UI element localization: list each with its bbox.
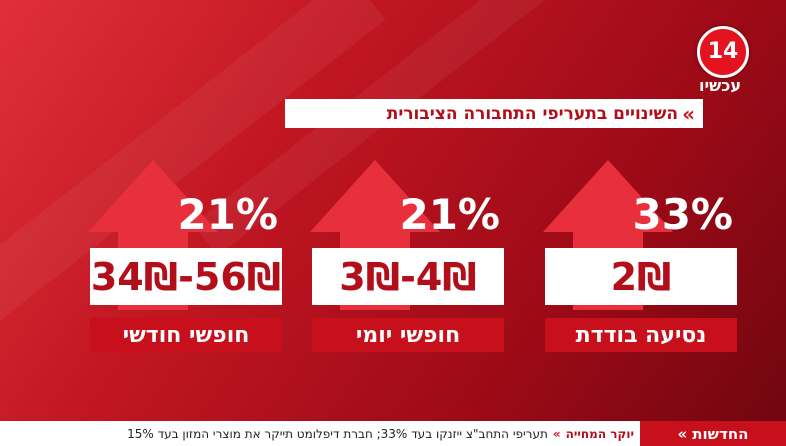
price: 2₪ [545,248,737,305]
price: 3₪-4₪ [312,248,504,305]
price: 34₪-56₪ [90,248,282,305]
title-box: » השינויים בתעריפי התחבורה הציבורית [285,99,703,128]
fare-card: 33% 2₪ נסיעה בודדת [543,160,737,355]
channel-name: החדשות [692,424,749,443]
ticker-topic: יוקר המחייה [565,426,634,441]
chevron-icon: » [677,424,688,443]
channel-box: החדשות » [640,421,786,446]
ticker-text: תעריפי התחב"צ ייזנקו בעד 33%; חברת דיפלו… [127,426,548,441]
fare-card: 21% 3₪-4₪ חופשי יומי [310,160,504,355]
chevron-icon: » [682,101,695,126]
ticker: יוקר המחייה » תעריפי התחב"צ ייזנקו בעד 3… [0,421,640,446]
card-label: חופשי יומי [312,318,504,352]
logo-name: עכשיו [698,76,742,95]
percent: 21% [177,190,278,239]
fare-card: 21% 34₪-56₪ חופשי חודשי [88,160,282,355]
title: השינויים בתעריפי התחבורה הציבורית [386,103,679,124]
percent: 21% [399,190,500,239]
card-label: חופשי חודשי [90,318,282,352]
card-label: נסיעה בודדת [545,318,737,352]
percent: 33% [632,190,733,239]
chevron-icon: » [552,426,561,441]
logo: 14 [697,26,749,78]
